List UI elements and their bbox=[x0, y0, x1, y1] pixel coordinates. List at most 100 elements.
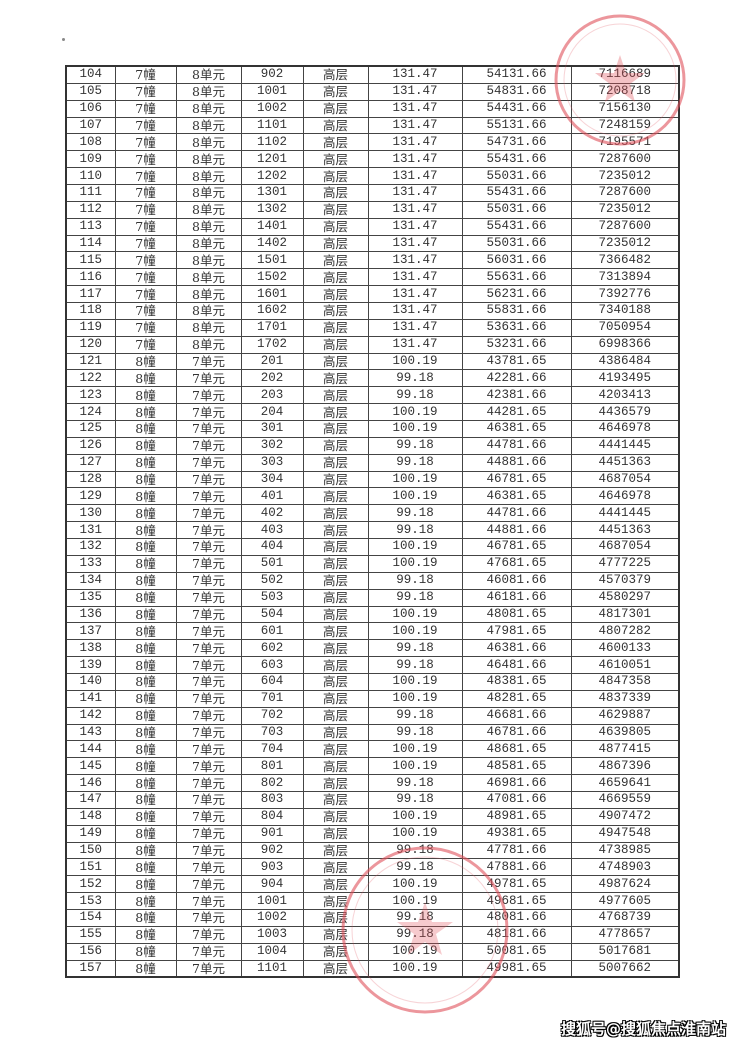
cell-floor-type: 高层 bbox=[302, 99, 369, 118]
cell-unit-price: 47081.66 bbox=[461, 790, 572, 809]
table-row: 148 8幢 7单元 804 高层 100.19 48981.65 4907472 bbox=[65, 807, 680, 826]
cell-area: 100.19 bbox=[367, 538, 463, 556]
cell-unit: 7单元 bbox=[175, 470, 242, 489]
cell-row-number: 113 bbox=[65, 217, 116, 236]
cell-floor-type: 高层 bbox=[302, 470, 369, 489]
cell-row-number: 133 bbox=[65, 554, 116, 573]
cell-floor-type: 高层 bbox=[302, 352, 369, 371]
cell-row-number: 132 bbox=[65, 538, 116, 556]
cell-row-number: 119 bbox=[65, 318, 116, 337]
cell-row-number: 135 bbox=[65, 588, 116, 607]
cell-unit: 7单元 bbox=[175, 605, 242, 624]
cell-area: 100.19 bbox=[367, 420, 463, 438]
cell-row-number: 108 bbox=[65, 133, 116, 152]
cell-total-price: 4847358 bbox=[570, 672, 680, 691]
cell-room: 504 bbox=[240, 605, 304, 624]
cell-unit: 7单元 bbox=[175, 774, 242, 792]
cell-area: 99.18 bbox=[367, 571, 463, 590]
cell-total-price: 4738985 bbox=[570, 841, 680, 860]
cell-floor-type: 高层 bbox=[302, 285, 369, 304]
cell-room: 203 bbox=[240, 386, 304, 405]
cell-total-price: 4768739 bbox=[570, 908, 680, 927]
cell-building: 8幢 bbox=[114, 925, 177, 944]
cell-floor-type: 高层 bbox=[302, 200, 369, 219]
cell-row-number: 125 bbox=[65, 420, 116, 438]
cell-row-number: 145 bbox=[65, 757, 116, 776]
table-row: 133 8幢 7单元 501 高层 100.19 47681.65 4777225 bbox=[65, 554, 680, 573]
cell-total-price: 4987624 bbox=[570, 875, 680, 894]
table-row: 136 8幢 7单元 504 高层 100.19 48081.65 4817301 bbox=[65, 605, 680, 624]
cell-row-number: 126 bbox=[65, 436, 116, 455]
cell-floor-type: 高层 bbox=[302, 184, 369, 202]
cell-row-number: 151 bbox=[65, 858, 116, 877]
table-row: 144 8幢 7单元 704 高层 100.19 48681.65 4877415 bbox=[65, 740, 680, 759]
table-row: 135 8幢 7单元 503 高层 99.18 46181.66 4580297 bbox=[65, 588, 680, 607]
cell-building: 8幢 bbox=[114, 369, 177, 388]
cell-floor-type: 高层 bbox=[302, 757, 369, 776]
cell-floor-type: 高层 bbox=[302, 436, 369, 455]
cell-building: 7幢 bbox=[114, 116, 177, 135]
cell-building: 8幢 bbox=[114, 841, 177, 860]
cell-unit: 8单元 bbox=[175, 167, 242, 186]
cell-room: 1702 bbox=[240, 335, 304, 354]
cell-floor-type: 高层 bbox=[302, 133, 369, 152]
cell-row-number: 138 bbox=[65, 639, 116, 658]
price-table: 104 7幢 8单元 902 高层 131.47 54131.66 7116689 105 7幢 8… bbox=[65, 65, 680, 979]
cell-unit-price: 44781.66 bbox=[461, 436, 572, 455]
cell-room: 902 bbox=[240, 841, 304, 860]
cell-building: 8幢 bbox=[114, 571, 177, 590]
cell-unit: 7单元 bbox=[175, 824, 242, 843]
cell-row-number: 111 bbox=[65, 184, 116, 202]
cell-room: 903 bbox=[240, 858, 304, 877]
cell-floor-type: 高层 bbox=[302, 639, 369, 658]
cell-unit-price: 46781.65 bbox=[461, 538, 572, 556]
cell-room: 1302 bbox=[240, 200, 304, 219]
cell-row-number: 146 bbox=[65, 774, 116, 792]
cell-total-price: 4646978 bbox=[570, 420, 680, 438]
cell-unit-price: 49781.65 bbox=[461, 875, 572, 894]
cell-total-price: 7287600 bbox=[570, 217, 680, 236]
cell-area: 99.18 bbox=[367, 436, 463, 455]
cell-floor-type: 高层 bbox=[302, 420, 369, 438]
cell-building: 8幢 bbox=[114, 790, 177, 809]
cell-total-price: 4807282 bbox=[570, 622, 680, 641]
cell-total-price: 7392776 bbox=[570, 285, 680, 304]
cell-area: 99.18 bbox=[367, 858, 463, 877]
cell-unit: 8单元 bbox=[175, 335, 242, 354]
cell-unit: 7单元 bbox=[175, 521, 242, 540]
cell-floor-type: 高层 bbox=[302, 217, 369, 236]
cell-unit-price: 54831.66 bbox=[461, 82, 572, 101]
cell-unit: 7单元 bbox=[175, 858, 242, 877]
cell-area: 100.19 bbox=[367, 689, 463, 708]
cell-floor-type: 高层 bbox=[302, 318, 369, 337]
cell-total-price: 4977605 bbox=[570, 892, 680, 910]
cell-building: 7幢 bbox=[114, 65, 177, 84]
cell-building: 8幢 bbox=[114, 723, 177, 742]
cell-room: 403 bbox=[240, 521, 304, 540]
cell-area: 99.18 bbox=[367, 453, 463, 472]
cell-unit: 7单元 bbox=[175, 740, 242, 759]
cell-unit-price: 54731.66 bbox=[461, 133, 572, 152]
cell-area: 131.47 bbox=[367, 251, 463, 270]
cell-total-price: 4646978 bbox=[570, 487, 680, 506]
cell-floor-type: 高层 bbox=[302, 65, 369, 84]
cell-total-price: 4947548 bbox=[570, 824, 680, 843]
cell-area: 131.47 bbox=[367, 99, 463, 118]
cell-building: 8幢 bbox=[114, 959, 177, 978]
cell-area: 99.18 bbox=[367, 774, 463, 792]
cell-total-price: 4600133 bbox=[570, 639, 680, 658]
table-row: 149 8幢 7单元 901 高层 100.19 49381.65 4947548 bbox=[65, 824, 680, 843]
table-row: 125 8幢 7单元 301 高层 100.19 46381.65 4646978 bbox=[65, 420, 680, 438]
cell-area: 100.19 bbox=[367, 824, 463, 843]
cell-total-price: 7195571 bbox=[570, 133, 680, 152]
cell-building: 8幢 bbox=[114, 622, 177, 641]
table-row: 122 8幢 7单元 202 高层 99.18 42281.66 4193495 bbox=[65, 369, 680, 388]
cell-floor-type: 高层 bbox=[302, 403, 369, 422]
cell-room: 604 bbox=[240, 672, 304, 691]
cell-floor-type: 高层 bbox=[302, 807, 369, 826]
cell-building: 8幢 bbox=[114, 740, 177, 759]
cell-building: 8幢 bbox=[114, 521, 177, 540]
cell-unit-price: 55431.66 bbox=[461, 217, 572, 236]
cell-row-number: 120 bbox=[65, 335, 116, 354]
cell-unit: 7单元 bbox=[175, 639, 242, 658]
